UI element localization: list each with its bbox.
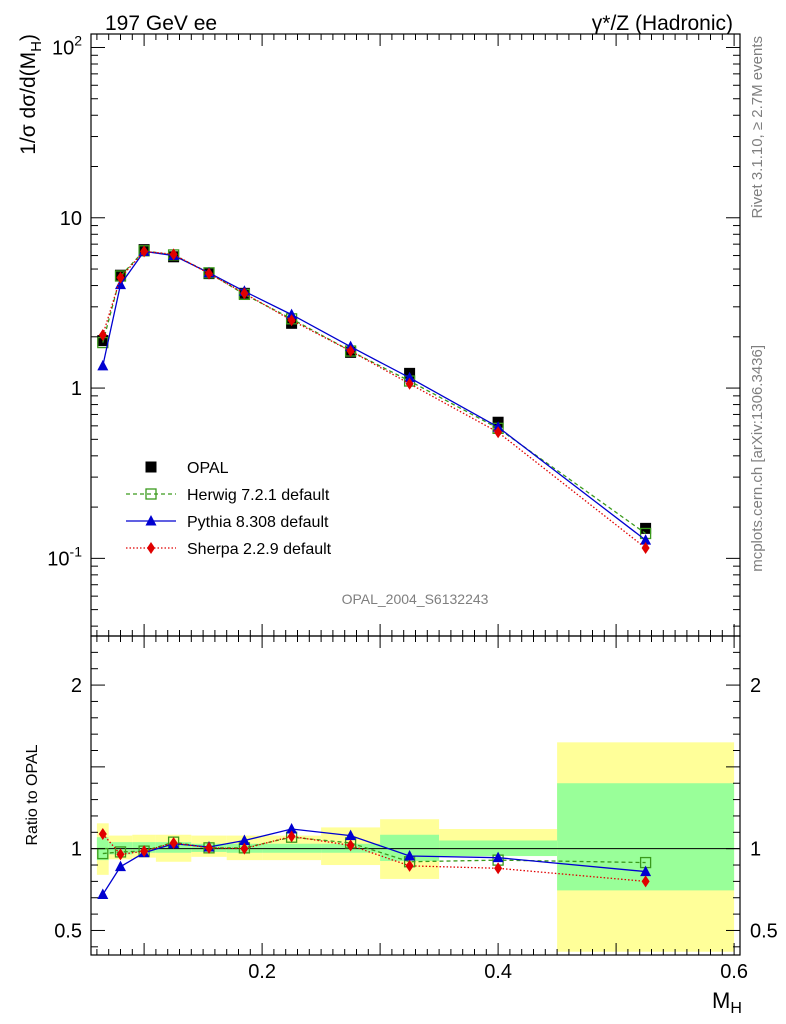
main-ylabel-text: 1/σ dσ/d(M [17, 52, 40, 155]
sherpa-point [405, 859, 414, 872]
legend-label: Sherpa 2.2.9 default [187, 541, 332, 558]
sherpa-point [140, 245, 149, 258]
ratio-y-tick-label-right: 2 [750, 675, 761, 697]
sherpa-point [98, 827, 107, 840]
sherpa-point [116, 271, 125, 284]
legend-item-pythia: Pythia 8.308 default [126, 514, 329, 531]
y-tick-label: 10-1 [47, 543, 82, 570]
ratio-bands [96, 742, 735, 952]
sherpa-point [240, 287, 249, 300]
pythia-point [97, 359, 109, 371]
ratio-y-tick-label-right: 1 [750, 839, 761, 861]
ratio-y-tick-label: 1 [71, 839, 82, 861]
ratio-y-tick-label: 2 [71, 675, 82, 697]
sherpa-point [641, 875, 650, 888]
legend-label: OPAL [187, 460, 229, 477]
sherpa-point [641, 542, 650, 555]
sherpa-point [494, 862, 503, 875]
main-ylabel-sub: H [28, 41, 45, 52]
legend-label: Pythia 8.308 default [187, 514, 329, 531]
pythia-point [238, 834, 250, 845]
series-pythia [97, 245, 652, 545]
x-tick-label: 0.4 [484, 961, 512, 983]
rivet-label: Rivet 3.1.10, ≥ 2.7M events [749, 36, 766, 219]
x-tick-label: 0.6 [720, 961, 748, 983]
pythia-line [102, 250, 646, 541]
legend-item-herwig: Herwig 7.2.1 default [126, 487, 330, 504]
pythia-point [286, 823, 298, 834]
herwig-line [102, 250, 646, 535]
pythia-point [492, 851, 504, 863]
pythia-point [97, 888, 109, 899]
sherpa-point [140, 845, 149, 858]
herwig-point [145, 488, 157, 500]
pythia-point [145, 515, 157, 526]
main-ylabel: 1/σ dσ/d(MH) [17, 34, 45, 155]
pythia-point [404, 371, 416, 383]
legend-item-sherpa: Sherpa 2.2.9 default [126, 541, 332, 558]
sherpa-point [346, 839, 355, 852]
ratio-ylabel: Ratio to OPAL [24, 744, 41, 845]
main-ylabel-close: ) [17, 34, 40, 41]
sherpa-point [287, 830, 296, 843]
y-tick-label: 102 [52, 32, 82, 59]
main-series [97, 244, 652, 555]
series-data [97, 244, 652, 534]
pythia-point [345, 829, 357, 841]
pythia-point [404, 850, 416, 861]
series-herwig [97, 245, 652, 540]
header-right: γ*/Z (Hadronic) [592, 12, 733, 35]
y-tick-exp: -1 [70, 543, 83, 559]
analysis-tag: OPAL_2004_S6132243 [342, 591, 489, 607]
sherpa-point [116, 848, 125, 861]
y-tick-base: 10 [52, 37, 74, 59]
y-tick-label: 10 [60, 208, 82, 230]
series-pythia [97, 823, 652, 899]
sherpa-point [240, 842, 249, 855]
ratio-y-tick-label-right: 0.5 [750, 920, 778, 942]
pythia-point [640, 865, 652, 877]
x-tick-label: 0.2 [248, 961, 276, 983]
sherpa-point [346, 345, 355, 358]
legend-item-data: OPAL [145, 460, 229, 477]
y-tick-label: 1 [71, 378, 82, 400]
header-left: 197 GeV ee [105, 12, 217, 35]
legend: OPAL Herwig 7.2.1 default Pythia 8.308 def… [126, 460, 332, 558]
sherpa-point [494, 426, 503, 439]
y-tick-base: 10 [47, 548, 69, 570]
sherpa-point [287, 314, 296, 327]
sherpa-point [405, 377, 414, 390]
legend-label: Herwig 7.2.1 default [187, 487, 330, 504]
sherpa-point [169, 248, 178, 261]
sherpa-point [205, 267, 213, 280]
series-sherpa [98, 827, 650, 888]
ratio-xlabel: MH [712, 988, 742, 1017]
data-point [145, 461, 157, 473]
y-tick-exp: 2 [74, 32, 82, 48]
sherpa-point [169, 836, 178, 849]
sherpa-point [98, 328, 107, 341]
sherpa-line [102, 833, 646, 883]
mcplots-label: mcplots.cern.ch [arXiv:1306.3436] [749, 345, 766, 572]
ratio-series [97, 823, 652, 899]
series-sherpa [98, 245, 650, 555]
pythia-point [640, 534, 652, 545]
pythia-point [115, 860, 126, 872]
sherpa-point [147, 542, 155, 554]
sherpa-point [205, 841, 213, 854]
pythia-point [286, 308, 298, 320]
pythia-point [115, 278, 126, 290]
ratio-y-tick-label: 0.5 [54, 920, 82, 942]
sherpa-line [102, 250, 647, 549]
